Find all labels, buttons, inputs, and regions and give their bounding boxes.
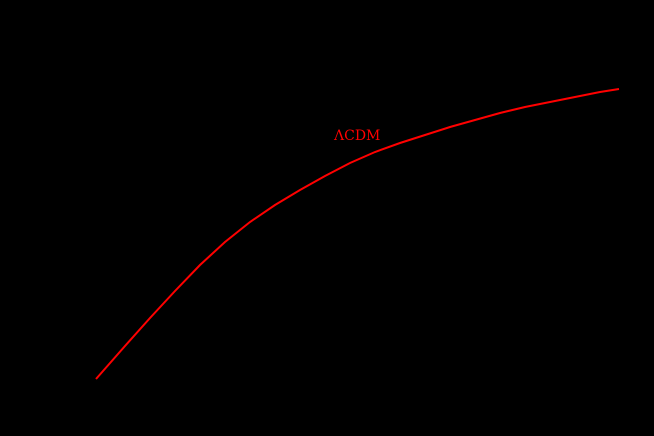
- lcdm-curve: [95, 88, 620, 380]
- lcdm-curve-label: ΛCDM: [333, 128, 380, 144]
